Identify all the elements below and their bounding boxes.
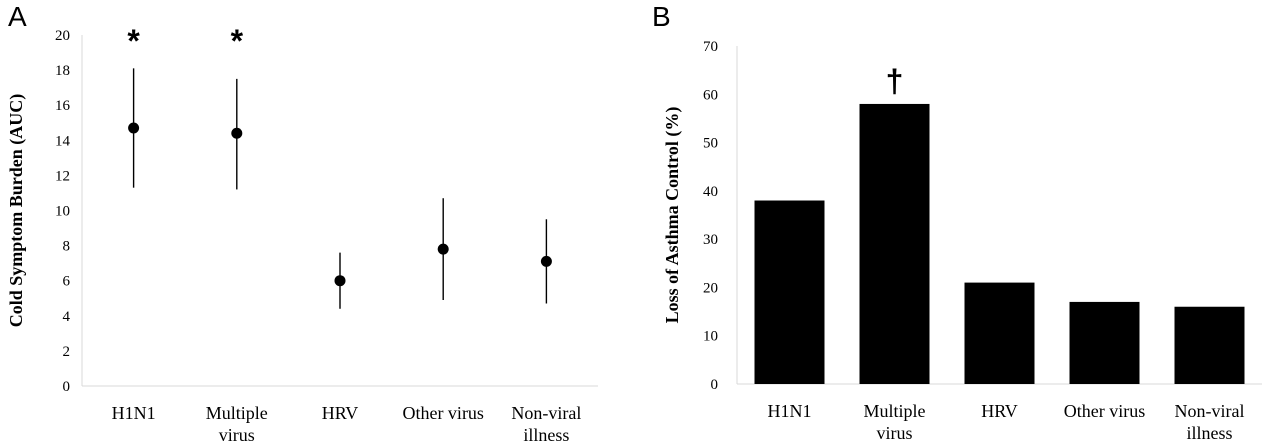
y-axis-title: Loss of Asthma Control (%)	[662, 107, 683, 324]
x-tick-label: H1N1	[112, 403, 156, 423]
x-tick-label: HRV	[322, 403, 359, 423]
x-tick-label: HRV	[981, 401, 1018, 421]
y-tick-label: 20	[703, 280, 718, 296]
data-point	[540, 255, 552, 267]
x-tick-label: illness	[1186, 423, 1232, 443]
y-tick-label: 12	[55, 168, 70, 184]
x-tick-label: virus	[219, 425, 255, 445]
significance-marker: *	[127, 23, 140, 59]
y-tick-label: 14	[55, 133, 71, 149]
bar	[754, 200, 825, 384]
y-tick-label: 20	[55, 28, 70, 44]
y-tick-label: 18	[55, 63, 70, 79]
x-tick-label: illness	[523, 425, 569, 445]
bar	[1174, 306, 1245, 384]
bar	[859, 103, 930, 384]
x-tick-label: Multiple	[864, 401, 926, 421]
data-point	[231, 127, 243, 139]
data-point	[128, 122, 140, 134]
panel-label: B	[652, 1, 671, 32]
y-tick-label: 0	[63, 379, 71, 395]
y-tick-label: 70	[703, 39, 718, 55]
y-tick-label: 2	[63, 344, 71, 360]
y-tick-label: 10	[703, 329, 718, 345]
bar	[1069, 301, 1140, 384]
significance-marker: †	[886, 63, 904, 99]
y-axis-title: Cold Symptom Burden (AUC)	[6, 94, 27, 328]
y-tick-label: 0	[711, 377, 719, 393]
data-point	[334, 275, 346, 287]
x-tick-label: Other virus	[402, 403, 483, 423]
panel-b-chart: B Loss of Asthma Control (%) 0 10 20 30 40 50 60…	[652, 1, 1262, 443]
y-tick-label: 30	[703, 232, 718, 248]
x-tick-label: Other virus	[1064, 401, 1145, 421]
y-tick-label: 8	[63, 239, 71, 255]
x-tick-label: Multiple	[206, 403, 268, 423]
y-tick-label: 10	[55, 204, 70, 220]
y-tick-label: 40	[703, 184, 718, 200]
panel-a-chart: A Cold Symptom Burden (AUC) 0 2 4 6 8 10 12 14 16 1…	[6, 1, 598, 445]
x-tick-label: virus	[877, 423, 913, 443]
y-tick-label: 16	[55, 98, 71, 114]
x-tick-label: H1N1	[768, 401, 812, 421]
significance-marker: *	[231, 23, 244, 59]
panel-label: A	[8, 1, 27, 32]
y-tick-label: 60	[703, 87, 718, 103]
y-tick-label: 50	[703, 136, 718, 152]
y-tick-label: 6	[63, 274, 71, 290]
data-point	[437, 243, 449, 255]
x-tick-label: Non-viral	[1175, 401, 1245, 421]
bar	[964, 282, 1035, 384]
x-tick-label: Non-viral	[511, 403, 581, 423]
y-tick-label: 4	[63, 309, 71, 325]
